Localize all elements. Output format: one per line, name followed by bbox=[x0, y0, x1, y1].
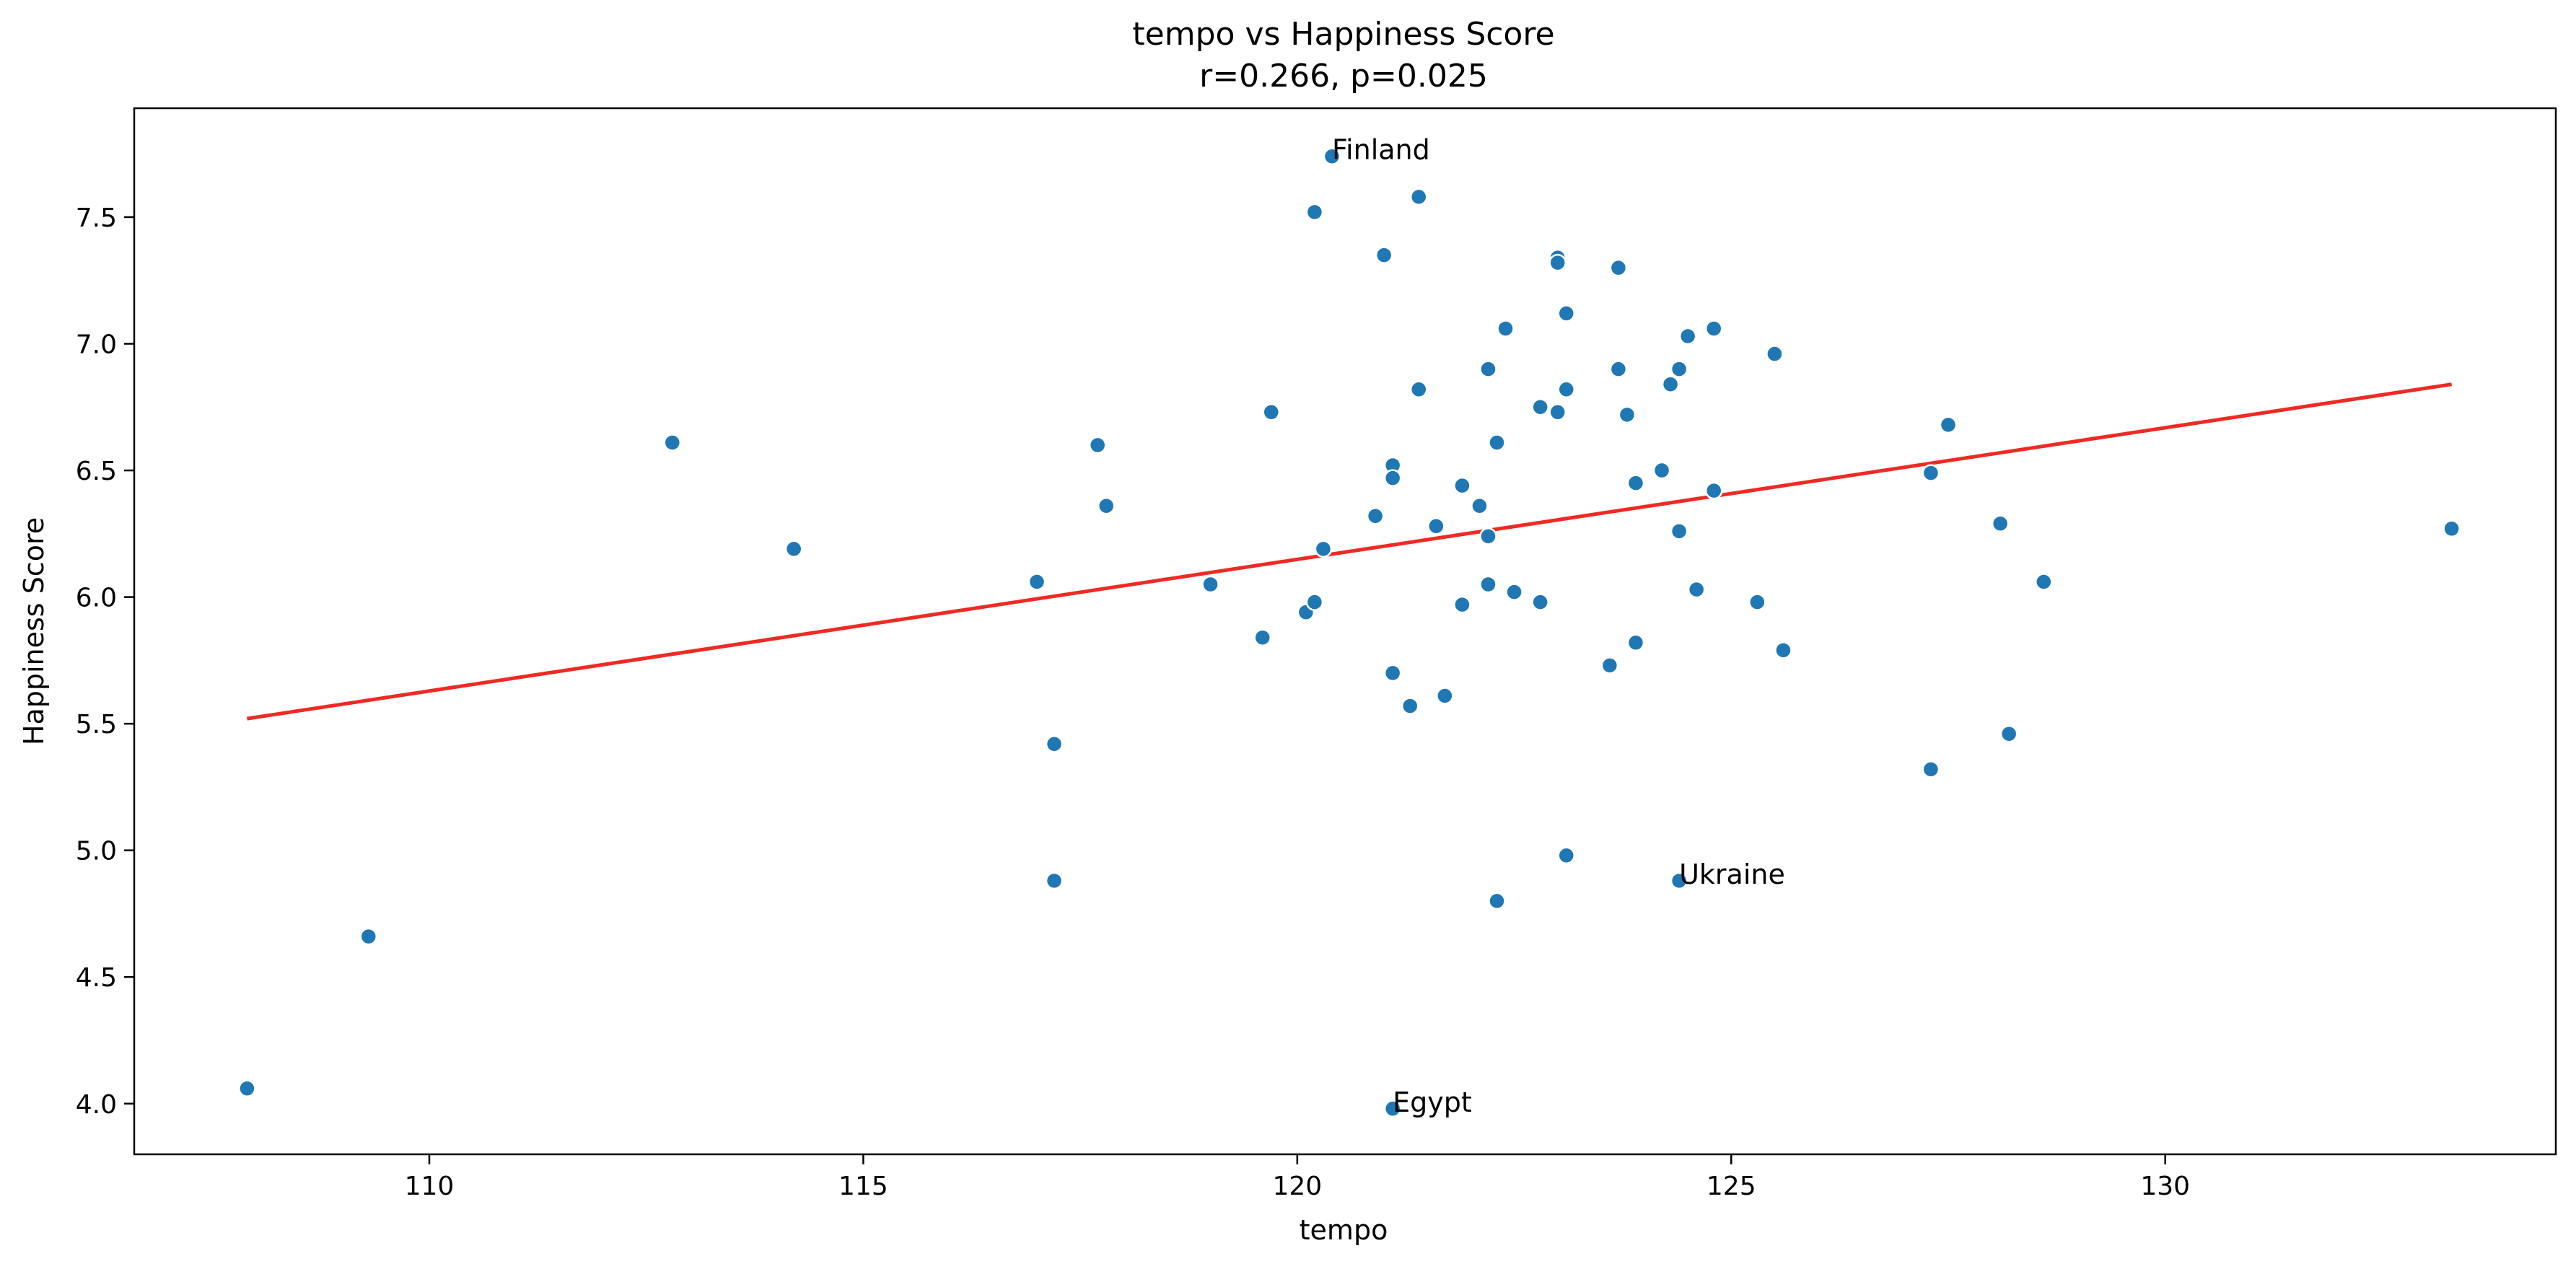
data-point bbox=[1427, 517, 1445, 535]
data-point bbox=[1383, 469, 1402, 487]
data-point bbox=[1305, 593, 1324, 611]
data-point bbox=[1557, 380, 1575, 398]
data-point bbox=[1497, 320, 1515, 338]
data-point bbox=[1471, 496, 1489, 515]
data-point bbox=[1548, 403, 1567, 421]
data-point bbox=[2035, 573, 2053, 591]
y-tick-label: 7.5 bbox=[76, 203, 117, 233]
data-point bbox=[1505, 583, 1523, 601]
data-point bbox=[1409, 188, 1428, 206]
y-tick-label: 5.5 bbox=[76, 710, 117, 739]
x-tick-label: 130 bbox=[2140, 1172, 2190, 1201]
x-tick-label: 115 bbox=[838, 1172, 888, 1201]
data-point bbox=[1939, 416, 1958, 434]
data-point bbox=[1323, 147, 1341, 165]
chart-subtitle: r=0.266, p=0.025 bbox=[1199, 58, 1488, 95]
data-point bbox=[1600, 657, 1619, 675]
trend-line bbox=[246, 382, 2453, 721]
data-point bbox=[1453, 476, 1471, 495]
data-point bbox=[1670, 522, 1688, 540]
data-point bbox=[1626, 474, 1645, 492]
data-point bbox=[1488, 434, 1506, 452]
data-point bbox=[1748, 593, 1766, 611]
x-tick-label: 125 bbox=[1707, 1172, 1756, 1201]
data-point bbox=[359, 927, 378, 946]
data-point bbox=[1479, 360, 1497, 378]
data-point bbox=[1557, 304, 1575, 322]
y-tick-label: 6.5 bbox=[76, 457, 117, 486]
data-point bbox=[1704, 320, 1723, 338]
data-point bbox=[2443, 519, 2461, 538]
data-point bbox=[1548, 253, 1567, 272]
data-point bbox=[1670, 871, 1688, 890]
x-axis: 110 115 120 125 130 bbox=[405, 1154, 2190, 1201]
data-point bbox=[1383, 1099, 1402, 1118]
data-point bbox=[1652, 461, 1671, 480]
y-tick-label: 6.0 bbox=[76, 584, 117, 613]
data-point bbox=[1088, 436, 1107, 455]
data-point bbox=[1375, 246, 1393, 264]
data-point bbox=[1678, 327, 1697, 346]
data-point bbox=[1045, 871, 1064, 890]
data-point bbox=[1991, 514, 2010, 533]
data-point bbox=[1488, 892, 1506, 910]
points-layer bbox=[238, 147, 2461, 1118]
y-tick-label: 4.0 bbox=[76, 1090, 117, 1120]
data-point bbox=[1401, 697, 1419, 715]
data-point bbox=[1531, 593, 1549, 611]
point-annotation: Finland bbox=[1332, 134, 1430, 166]
data-point bbox=[1028, 573, 1046, 591]
data-point bbox=[1609, 258, 1628, 277]
trend-layer bbox=[246, 382, 2453, 721]
data-point bbox=[1314, 540, 1333, 558]
plot-frame bbox=[133, 107, 2557, 1156]
data-point bbox=[1531, 398, 1549, 416]
data-point bbox=[1097, 496, 1116, 515]
data-point bbox=[1383, 664, 1402, 682]
data-point bbox=[1366, 507, 1385, 525]
data-point bbox=[1262, 403, 1281, 421]
point-annotation: Egypt bbox=[1393, 1086, 1472, 1118]
data-point bbox=[1922, 464, 1940, 482]
data-point bbox=[1479, 527, 1497, 545]
data-point bbox=[1922, 760, 1940, 778]
data-point bbox=[1436, 687, 1454, 705]
data-point bbox=[1305, 203, 1324, 221]
annotations-layer: Finland Ukraine Egypt bbox=[1332, 134, 1785, 1118]
data-point bbox=[1618, 405, 1637, 424]
data-point bbox=[1479, 575, 1497, 594]
point-annotation: Ukraine bbox=[1679, 859, 1785, 890]
data-point bbox=[1670, 360, 1688, 378]
y-axis-label: Happiness Score bbox=[18, 517, 50, 745]
y-tick-label: 4.5 bbox=[76, 963, 117, 993]
y-tick-label: 7.0 bbox=[76, 330, 117, 360]
data-point bbox=[238, 1079, 256, 1097]
data-point bbox=[1409, 380, 1428, 398]
data-point bbox=[1609, 360, 1628, 378]
x-axis-label: tempo bbox=[1300, 1214, 1388, 1246]
data-point bbox=[1201, 575, 1219, 594]
x-tick-label: 120 bbox=[1272, 1172, 1322, 1201]
x-tick-label: 110 bbox=[405, 1172, 455, 1201]
data-point bbox=[663, 434, 682, 452]
y-axis: 4.0 4.5 5.0 5.5 6.0 6.5 7.0 7.5 bbox=[76, 203, 134, 1120]
data-point bbox=[1687, 580, 1706, 599]
data-point bbox=[1774, 641, 1792, 659]
data-point bbox=[1704, 481, 1723, 500]
y-tick-label: 5.0 bbox=[76, 837, 117, 866]
data-point bbox=[1557, 846, 1575, 864]
data-point bbox=[1766, 345, 1784, 363]
data-point bbox=[784, 540, 803, 558]
data-point bbox=[1999, 724, 2018, 743]
data-point bbox=[1453, 595, 1471, 614]
data-point bbox=[1661, 375, 1680, 393]
data-point bbox=[1626, 633, 1645, 652]
chart-title: tempo vs Happiness Score bbox=[1132, 16, 1554, 53]
data-point bbox=[1045, 734, 1064, 753]
data-point bbox=[1253, 628, 1271, 647]
